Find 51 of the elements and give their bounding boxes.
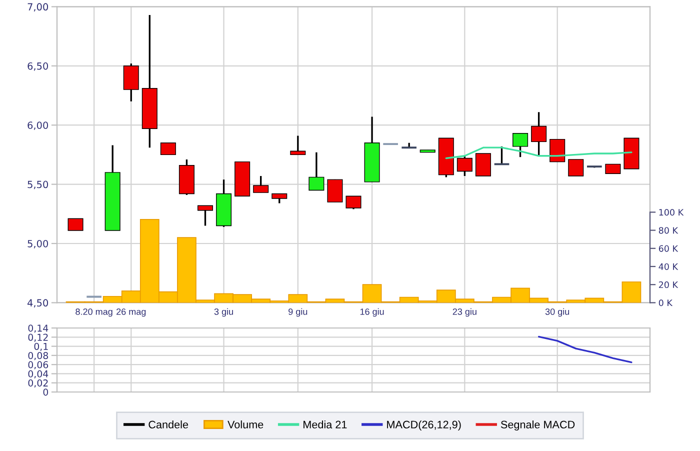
x-tick-label: 8.20 mag xyxy=(76,308,112,317)
candlestick xyxy=(308,151,324,192)
candlestick xyxy=(290,134,306,156)
y-tick-label: 0,04 xyxy=(28,370,48,378)
candlestick xyxy=(475,153,491,176)
candlestick xyxy=(531,111,547,157)
y-tick-label: 6,00 xyxy=(28,122,48,130)
candlestick xyxy=(68,218,84,231)
legend-label: Candele xyxy=(148,420,188,428)
candlestick xyxy=(512,132,528,158)
candlestick xyxy=(550,138,566,162)
y2-tick-label: 60 K xyxy=(658,245,678,252)
candlestick xyxy=(605,164,621,174)
candlestick xyxy=(327,178,343,203)
candlestick xyxy=(456,155,472,177)
y-tick-label: 0,02 xyxy=(28,379,48,388)
y2-tick-label: 0 K xyxy=(658,300,673,306)
legend-label: Media 21 xyxy=(304,420,347,428)
x-tick-label: 26 mag xyxy=(116,308,146,317)
legend-label: MACD(26,12,9) xyxy=(387,420,461,431)
line-series xyxy=(538,336,632,364)
y-tick-label: 0 xyxy=(43,388,48,396)
y-tick-label: 0,12 xyxy=(28,334,48,342)
y-tick-label: 0,06 xyxy=(28,361,48,370)
candlestick xyxy=(197,204,214,227)
candlestick xyxy=(123,62,139,102)
legend-label: Segnale MACD xyxy=(500,420,575,431)
candlestick xyxy=(346,195,362,210)
y-tick-label: 4,50 xyxy=(27,299,48,308)
x-tick-label: 30 giu xyxy=(545,308,570,317)
y2-tick-label: 100 K xyxy=(659,209,684,216)
y-tick-label: 5,00 xyxy=(28,240,48,248)
x-tick-label: 23 giu xyxy=(452,308,476,317)
legend-label: Volume xyxy=(228,420,264,428)
y-tick-label: 6,50 xyxy=(28,62,48,71)
y2-tick-label: 80 K xyxy=(658,227,678,234)
candlestick xyxy=(272,192,288,204)
y-tick-label: 0,1 xyxy=(34,342,48,351)
candlestick xyxy=(253,175,269,194)
candlestick xyxy=(568,158,584,177)
y-tick-label: 7,00 xyxy=(28,3,48,12)
x-tick-label: 9 giu xyxy=(288,308,308,317)
x-tick-label: 16 giu xyxy=(360,308,384,317)
candlestick xyxy=(160,142,176,156)
y-tick-label: 0,08 xyxy=(28,352,48,360)
x-tick-label: 3 giu xyxy=(214,308,233,317)
candlestick xyxy=(493,146,510,166)
y-tick-label: 0,14 xyxy=(28,324,48,333)
y2-tick-label: 20 K xyxy=(658,281,678,288)
y2-tick-label: 40 K xyxy=(658,263,678,270)
y-tick-label: 5,50 xyxy=(28,180,48,190)
